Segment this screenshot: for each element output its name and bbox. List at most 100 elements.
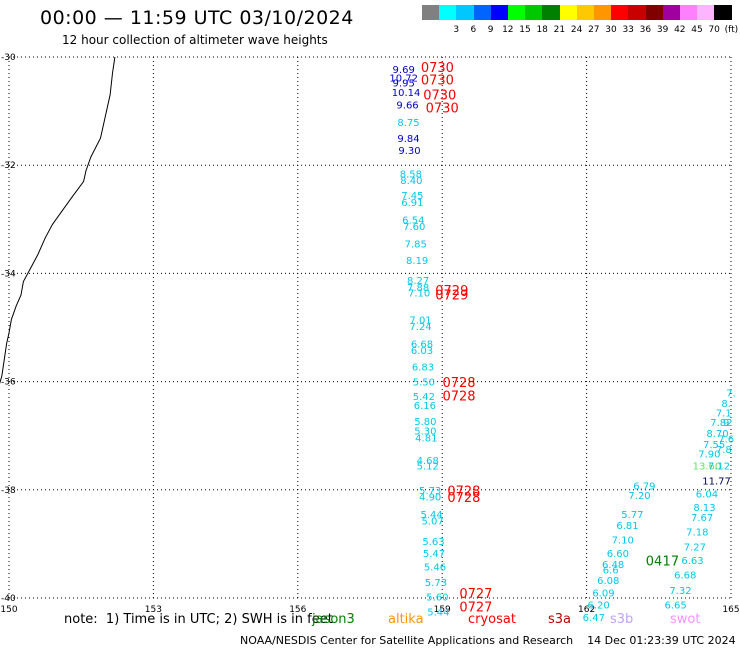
wave-height-label: 6.20 [588,600,610,611]
wave-height-label: 8.13 [693,503,715,514]
legend-swatch [559,5,578,20]
satellite-name: swot [670,612,701,627]
satellite-name: s3b [610,612,634,627]
lon-tick-label: 153 [145,605,162,615]
wave-height-label: 6.47 [583,613,605,624]
wave-height-label: 9.69 [393,65,415,76]
wave-height-label: 5.73 [425,578,447,589]
wave-height-label: 6.83 [412,362,434,373]
wave-height-label: 7.12 [708,461,730,472]
legend-swatch [697,5,716,20]
legend-swatch [680,5,698,20]
legend-label: 9 [487,25,494,35]
legend-swatch [525,5,544,20]
legend-swatch [490,5,509,20]
legend-swatch [473,5,492,20]
lon-tick-label: 156 [289,605,306,615]
wave-height-label: 7.1 [716,408,732,419]
legend-swatch [439,5,458,20]
pass-time-label: 0730 [423,88,456,103]
wave-height-label: 9.66 [396,101,418,112]
wave-height-label: 6.03 [411,346,433,357]
wave-height-label: 6.91 [401,198,423,209]
legend-swatch [628,5,647,20]
wave-height-label: 5.44 [420,510,442,521]
legend-label: 42 [674,25,686,35]
legend-label: 18 [536,25,548,35]
legend-swatch [542,5,561,20]
lat-tick-label: -32 [1,161,16,171]
legend-swatch [594,5,612,20]
pass-time-label: 0728 [442,376,475,391]
legend-swatch [576,5,595,20]
satellite-name: s3a [548,612,572,627]
wave-height-label: 7.55 [703,440,725,451]
wave-height-label: 10.72 [389,74,418,85]
wave-height-label: 7.6 [718,434,734,445]
pass-time-label: 0728 [447,491,480,506]
footer-credit: NOAA/NESDIS Center for Satellite Applica… [240,634,736,647]
wave-height-label: 13.60 [693,461,722,472]
wave-height-label: 7.67 [691,513,713,524]
wave-height-label: 5.42 [413,392,435,403]
lat-tick-label: -34 [1,269,16,279]
wave-height-label: 9 [723,418,729,429]
wave-height-label: 8.70 [706,429,728,440]
wave-height-label: 4.68 [417,456,439,467]
wave-height-label: 4.81 [415,433,437,444]
lat-tick-label: -40 [1,594,16,604]
wave-height-label: 6.54 [402,215,424,226]
wave-height-label: 5.12 [417,461,439,472]
wave-height-label: 5.44 [427,608,449,619]
wave-height-label: 5.50 [413,378,435,389]
wave-height-label: 7.82 [710,418,732,429]
satellite-name: jason3 [312,612,355,627]
wave-height-label: 5.80 [414,417,436,428]
wave-height-label: 6.6 [603,565,619,576]
lat-tick-label: -30 [1,53,16,63]
legend-label: 33 [622,25,634,35]
legend-swatch [611,5,630,20]
wave-height-label: 4.90 [419,492,441,503]
wave-height-label: 6.09 [592,589,614,600]
legend-swatch [508,5,526,20]
legend-swatch [714,5,733,20]
wave-height-label: 7.32 [669,586,691,597]
pass-time-label: 0727 [459,601,492,616]
wave-height-label: 7.88 [407,283,429,294]
legend-swatch [645,5,664,20]
lat-tick-label: -38 [1,486,16,496]
lat-tick-label: -36 [1,378,16,388]
wave-height-label: 8.19 [406,256,428,267]
note-text: note: 1) Time is in UTC; 2) SWH is in fe… [64,612,333,627]
page-subtitle: 12 hour collection of altimeter wave hei… [62,33,328,47]
wave-height-label: 11.77 [702,477,731,488]
lon-tick-label: 150 [0,605,17,615]
legend-swatch [456,5,475,20]
wave-height-label: 7.60 [403,222,425,233]
wave-height-label: 6.60 [607,549,629,560]
wave-height-label: 8.75 [397,118,419,129]
wave-height-label: 7.01 [409,315,431,326]
wave-height-label: 9.95 [393,78,415,89]
legend-label: 36 [639,25,652,35]
pass-time-label: 0728 [447,484,480,499]
pass-time-label: 0727 [459,587,492,602]
wave-height-label: 5.47 [423,549,445,560]
wave-height-label: 5.07 [421,517,443,528]
wave-height-label: 6.65 [665,600,687,611]
wave-height-label: 5.73 [419,486,441,497]
wave-height-label: 5.30 [414,426,436,437]
wave-height-label: 7.24 [409,322,431,333]
pass-time-label: 0730 [426,101,459,116]
wave-height-label: 7.27 [684,543,706,554]
wave-height-label: 8.40 [400,176,422,187]
wave-height-label: 6.81 [616,521,638,532]
wave-height-label: 5.46 [424,563,446,574]
wave-height-label: 8.58 [400,169,422,180]
wave-height-label: 5.63 [422,537,444,548]
pass-time-label: 0730 [421,61,454,76]
legend-swatch [662,5,681,20]
wave-height-label: 9.30 [398,146,420,157]
